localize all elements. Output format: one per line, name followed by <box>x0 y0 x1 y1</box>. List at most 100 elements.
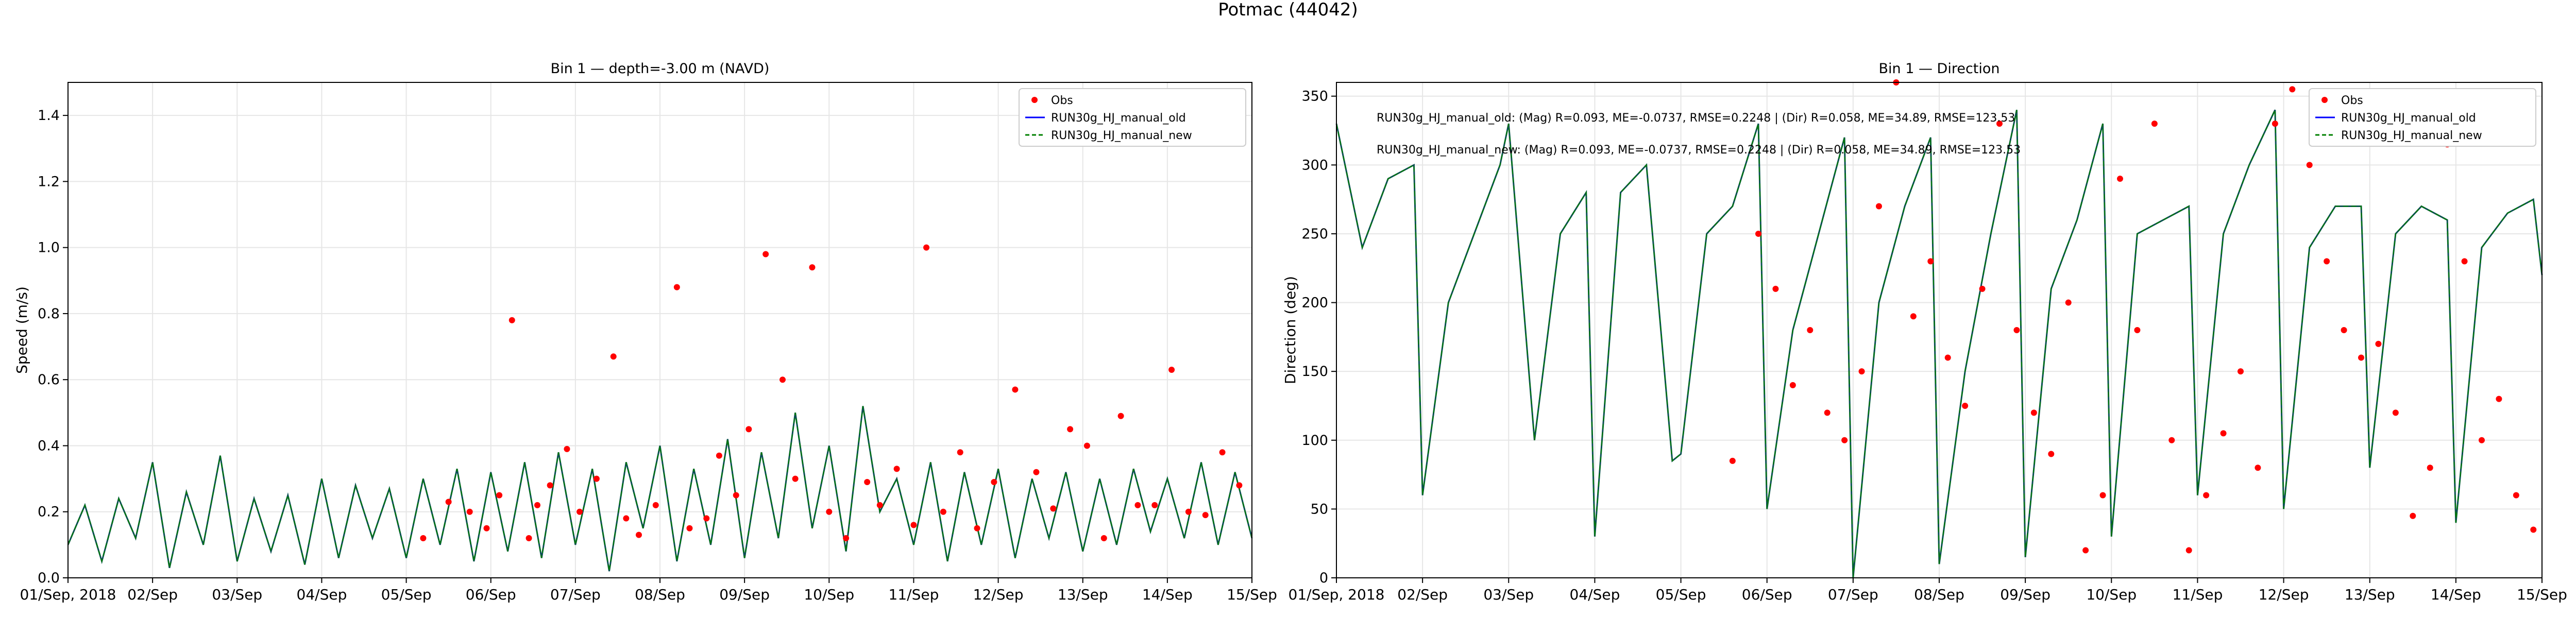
obs-point <box>2255 465 2261 471</box>
obs-point <box>1979 285 1986 292</box>
x-tick-label: 12/Sep <box>973 586 1024 603</box>
x-tick-label: 14/Sep <box>1142 586 1193 603</box>
y-tick-label: 50 <box>1311 501 1328 517</box>
obs-point <box>2134 327 2141 333</box>
obs-point <box>2324 258 2330 265</box>
obs-point <box>2289 86 2296 93</box>
obs-point <box>716 452 722 459</box>
plot-frame <box>67 82 1252 578</box>
obs-point <box>1996 121 2003 127</box>
series-line-new <box>67 406 1252 572</box>
x-tick-label: 15/Sep <box>2517 586 2567 603</box>
x-tick-label: 04/Sep <box>297 586 347 603</box>
obs-point <box>864 479 871 486</box>
legend-label: Obs <box>2341 94 2363 107</box>
obs-point <box>1772 285 1779 292</box>
obs-point <box>2530 526 2537 533</box>
legend: Obs RUN30g_HJ_manual_old RUN30g_HJ_manual_… <box>1019 88 1246 147</box>
obs-point <box>2030 409 2037 416</box>
y-axis-label: Speed (m/s) <box>13 286 30 374</box>
obs-point <box>745 426 752 433</box>
obs-point <box>2272 121 2278 127</box>
legend-marker-obs <box>2321 97 2328 103</box>
obs-point <box>2479 437 2485 443</box>
obs-point <box>686 525 693 531</box>
obs-point <box>496 492 503 499</box>
stats-annotation: RUN30g_HJ_manual_old: (Mag) R=0.093, ME=… <box>1377 112 2015 125</box>
x-tick-label: 10/Sep <box>804 586 854 603</box>
obs-point <box>1134 502 1141 508</box>
direction-panel: Bin 1 — Direction 0 50 100 150 200 250 300 350 01… <box>1282 61 2567 603</box>
obs-point <box>445 499 452 505</box>
x-tick-label: 12/Sep <box>2259 586 2309 603</box>
x-tick-label: 07/Sep <box>550 586 601 603</box>
x-tick-label: 06/Sep <box>466 586 516 603</box>
y-tick-label: 0.6 <box>38 372 60 388</box>
obs-point <box>1033 469 1040 475</box>
y-tick-label: 100 <box>1301 433 1328 449</box>
y-tick-label: 200 <box>1301 295 1328 311</box>
obs-point <box>843 535 850 542</box>
legend-label: Obs <box>1051 94 1073 107</box>
x-tick-label: 04/Sep <box>1570 586 1620 603</box>
x-tick-label: 09/Sep <box>2000 586 2050 603</box>
obs-point <box>564 445 570 452</box>
obs-point <box>1789 382 1796 388</box>
x-tick-label: 15/Sep <box>1227 586 1277 603</box>
obs-point <box>2358 354 2364 361</box>
obs-point <box>2461 258 2468 265</box>
obs-point <box>991 479 997 486</box>
x-tick-label: 05/Sep <box>381 586 432 603</box>
obs-point <box>1100 535 1107 542</box>
x-tick-label: 13/Sep <box>2345 586 2395 603</box>
obs-point <box>826 508 833 515</box>
obs-point <box>1858 368 1865 375</box>
obs-point <box>703 515 710 522</box>
obs-point <box>534 502 540 508</box>
y-tick-label: 1.0 <box>38 240 60 256</box>
obs-point <box>1067 426 1074 433</box>
x-tick-label: 06/Sep <box>1742 586 1792 603</box>
obs-point <box>2151 121 2158 127</box>
obs-point <box>1219 449 1226 456</box>
y-tick-label: 1.4 <box>38 108 60 124</box>
obs-point <box>809 264 816 271</box>
obs-point <box>1151 502 1158 508</box>
obs-point <box>593 475 600 482</box>
x-tick-label: 08/Sep <box>635 586 685 603</box>
obs-point <box>610 353 617 360</box>
legend-marker-obs <box>1031 97 1038 103</box>
y-tick-label: 0.4 <box>38 438 60 454</box>
obs-point <box>2220 430 2227 437</box>
obs-point <box>2427 465 2433 471</box>
obs-point <box>876 502 883 508</box>
x-tick-label: 07/Sep <box>1828 586 1878 603</box>
x-tick-label: 14/Sep <box>2431 586 2481 603</box>
legend-label: RUN30g_HJ_manual_new <box>2341 129 2482 142</box>
obs-point <box>2306 162 2313 168</box>
obs-point <box>2048 451 2055 457</box>
x-tick-label: 11/Sep <box>2173 586 2223 603</box>
plot-frame <box>1336 82 2543 578</box>
obs-point <box>2238 368 2244 375</box>
obs-point <box>762 251 769 258</box>
y-tick-label: 0.8 <box>38 306 60 322</box>
legend-label: RUN30g_HJ_manual_new <box>1051 129 1192 142</box>
legend-box <box>1019 88 1246 147</box>
obs-point <box>652 502 659 508</box>
obs-point <box>940 508 946 515</box>
legend-label: RUN30g_HJ_manual_old <box>1051 112 1186 125</box>
x-tick-label: 02/Sep <box>1397 586 1448 603</box>
obs-point <box>483 525 490 531</box>
obs-point <box>910 522 917 528</box>
obs-point <box>1012 386 1019 393</box>
x-tick-label: 03/Sep <box>1483 586 1534 603</box>
obs-point <box>893 466 900 472</box>
legend-label: RUN30g_HJ_manual_old <box>2341 112 2476 125</box>
stats-annotation: RUN30g_HJ_manual_new: (Mag) R=0.093, ME=… <box>1377 144 2021 157</box>
obs-point <box>2513 492 2519 499</box>
obs-point <box>1185 508 1192 515</box>
x-tick-label: 11/Sep <box>889 586 939 603</box>
y-tick-label: 150 <box>1301 364 1328 380</box>
